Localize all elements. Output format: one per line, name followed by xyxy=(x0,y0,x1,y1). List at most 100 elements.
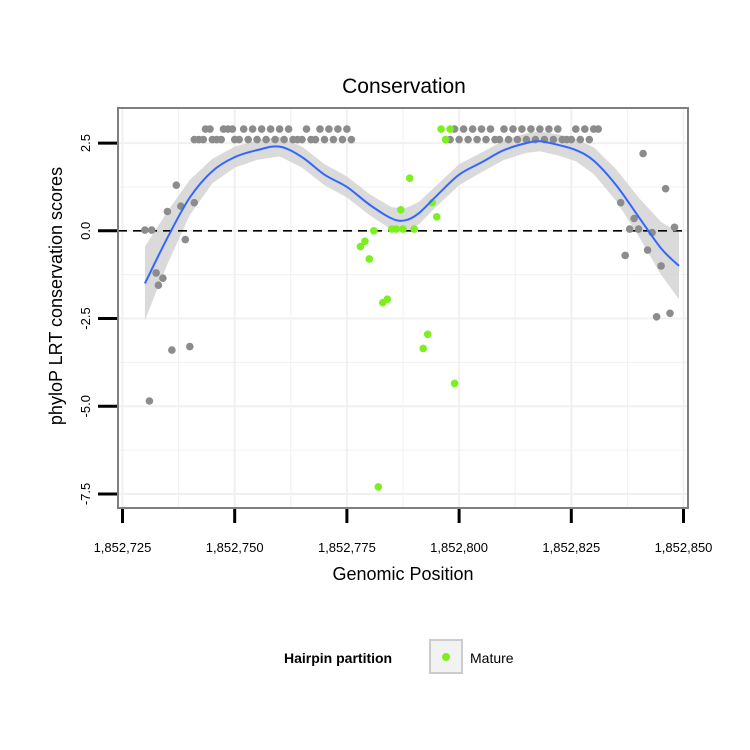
point-other-25 xyxy=(235,135,243,144)
point-other-75 xyxy=(554,125,562,133)
y-axis-title: phyloP LRT conservation scores xyxy=(46,167,66,425)
point-other-36 xyxy=(284,125,293,133)
point-other-6 xyxy=(163,207,172,216)
point-other-67 xyxy=(518,125,526,133)
point-other-50 xyxy=(347,135,356,144)
x-tick-label-3: 1,852,800 xyxy=(430,540,488,555)
point-mature-11 xyxy=(405,174,414,182)
point-other-43 xyxy=(316,125,324,133)
point-other-54 xyxy=(459,125,468,133)
point-other-60 xyxy=(486,125,495,133)
point-mature-16 xyxy=(432,213,441,221)
point-other-94 xyxy=(657,262,665,270)
point-other-29 xyxy=(253,135,261,144)
point-other-69 xyxy=(527,125,535,133)
point-mature-20 xyxy=(450,379,459,388)
legend-key-mature xyxy=(442,653,450,661)
point-other-17 xyxy=(206,125,214,133)
point-mature-12 xyxy=(410,225,419,233)
point-other-89 xyxy=(634,225,643,233)
smooth-curve xyxy=(144,140,680,284)
point-other-73 xyxy=(545,125,553,133)
point-other-3 xyxy=(152,269,160,277)
point-other-78 xyxy=(567,135,576,144)
point-other-15 xyxy=(199,135,208,144)
smooth-curve-layer xyxy=(144,140,680,284)
x-axis-title: Genomic Position xyxy=(332,564,473,584)
point-other-55 xyxy=(464,135,472,144)
point-mature-4 xyxy=(374,483,383,491)
y-tick-label-0: 2.5 xyxy=(78,134,93,152)
point-other-58 xyxy=(477,125,486,133)
point-other-46 xyxy=(329,135,338,144)
point-other-81 xyxy=(581,125,589,133)
legend-title: Hairpin partition xyxy=(284,650,392,666)
point-other-63 xyxy=(500,125,508,133)
y-axis: 2.5 0.0 -2.5 -5.0 -7.5 xyxy=(78,134,117,505)
point-other-39 xyxy=(298,135,306,144)
y-tick-label-1: 0.0 xyxy=(78,222,93,240)
x-axis: 1,852,725 1,852,750 1,852,775 1,852,800 1,85… xyxy=(94,509,713,555)
point-other-79 xyxy=(572,125,580,133)
chart-title: Conservation xyxy=(342,75,466,98)
point-other-85 xyxy=(616,198,625,207)
point-other-28 xyxy=(248,125,257,133)
point-mature-1 xyxy=(361,237,369,246)
point-other-88 xyxy=(630,214,638,223)
point-other-56 xyxy=(468,125,477,133)
point-other-31 xyxy=(262,135,270,144)
point-other-80 xyxy=(576,135,585,144)
point-mature-8 xyxy=(392,225,401,233)
point-mature-13 xyxy=(419,344,428,353)
point-mature-18 xyxy=(441,135,450,144)
point-other-71 xyxy=(536,125,544,133)
point-other-97 xyxy=(670,223,679,232)
confidence-band-layer xyxy=(144,131,679,321)
point-mature-2 xyxy=(365,255,374,263)
point-other-0 xyxy=(141,226,149,234)
point-other-65 xyxy=(509,125,517,133)
point-other-20 xyxy=(217,135,225,144)
x-tick-label-5: 1,852,850 xyxy=(655,540,713,555)
point-mature-0 xyxy=(356,242,365,251)
x-tick-label-0: 1,852,725 xyxy=(94,540,152,555)
point-mature-17 xyxy=(437,125,445,133)
point-other-2 xyxy=(147,226,156,234)
point-other-91 xyxy=(643,246,652,254)
point-other-59 xyxy=(482,135,490,144)
point-other-49 xyxy=(343,125,351,133)
point-other-68 xyxy=(522,135,531,144)
point-other-53 xyxy=(455,135,463,144)
point-other-48 xyxy=(338,135,347,144)
point-mature-10 xyxy=(399,225,407,233)
point-other-23 xyxy=(228,125,237,133)
point-other-57 xyxy=(473,135,481,144)
x-tick-label-1: 1,852,750 xyxy=(206,540,264,555)
points-layer xyxy=(141,125,679,491)
point-other-27 xyxy=(244,135,252,144)
y-tick-label-3: -5.0 xyxy=(78,395,93,417)
point-other-93 xyxy=(652,313,661,321)
plot-border xyxy=(117,107,689,509)
y-tick-label-4: -7.5 xyxy=(78,483,93,505)
point-mature-19 xyxy=(446,125,454,133)
point-other-33 xyxy=(271,135,279,144)
point-other-96 xyxy=(666,309,674,318)
point-other-66 xyxy=(513,135,522,144)
point-other-47 xyxy=(334,125,342,133)
point-other-64 xyxy=(504,135,513,144)
point-other-74 xyxy=(549,135,558,144)
point-mature-3 xyxy=(370,227,378,235)
point-other-10 xyxy=(181,235,190,244)
point-other-87 xyxy=(625,225,634,233)
point-mature-6 xyxy=(383,295,392,304)
point-other-84 xyxy=(594,125,602,133)
legend: Hairpin partition Mature xyxy=(284,639,514,674)
point-other-11 xyxy=(186,342,194,351)
x-tick-label-4: 1,852,825 xyxy=(542,540,600,555)
point-other-8 xyxy=(172,181,181,189)
confidence-band xyxy=(144,131,679,321)
point-other-5 xyxy=(159,274,167,283)
y-tick-label-2: -2.5 xyxy=(78,307,93,329)
point-other-82 xyxy=(585,135,594,144)
